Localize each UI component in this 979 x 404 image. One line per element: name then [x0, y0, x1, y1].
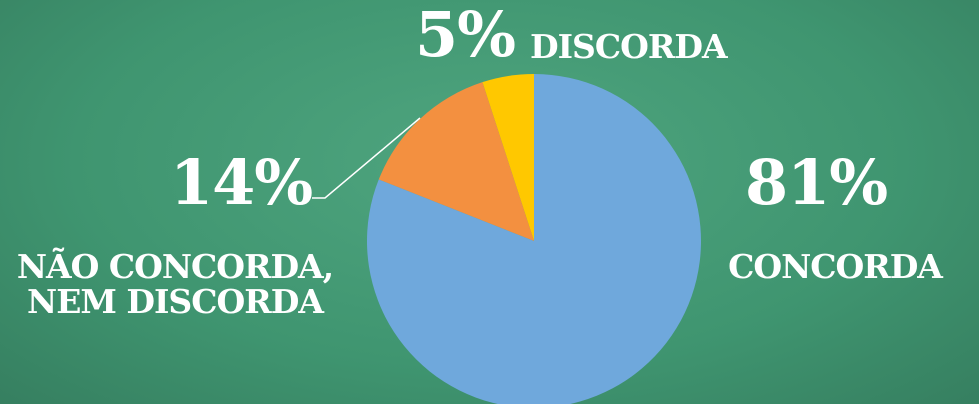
value-label: 5% — [415, 0, 516, 71]
value-label: 14% — [170, 146, 313, 219]
leader-line — [312, 117, 421, 199]
pie-slice — [378, 82, 534, 242]
pie-slice — [482, 74, 534, 241]
pie-slice — [367, 74, 701, 404]
category-label: CONCORDA — [728, 247, 943, 286]
category-label: DISCORDA — [530, 27, 728, 66]
value-label: 81% — [745, 146, 888, 219]
category-label: NÃO CONCORDA, NEM DISCORDA — [16, 247, 334, 321]
